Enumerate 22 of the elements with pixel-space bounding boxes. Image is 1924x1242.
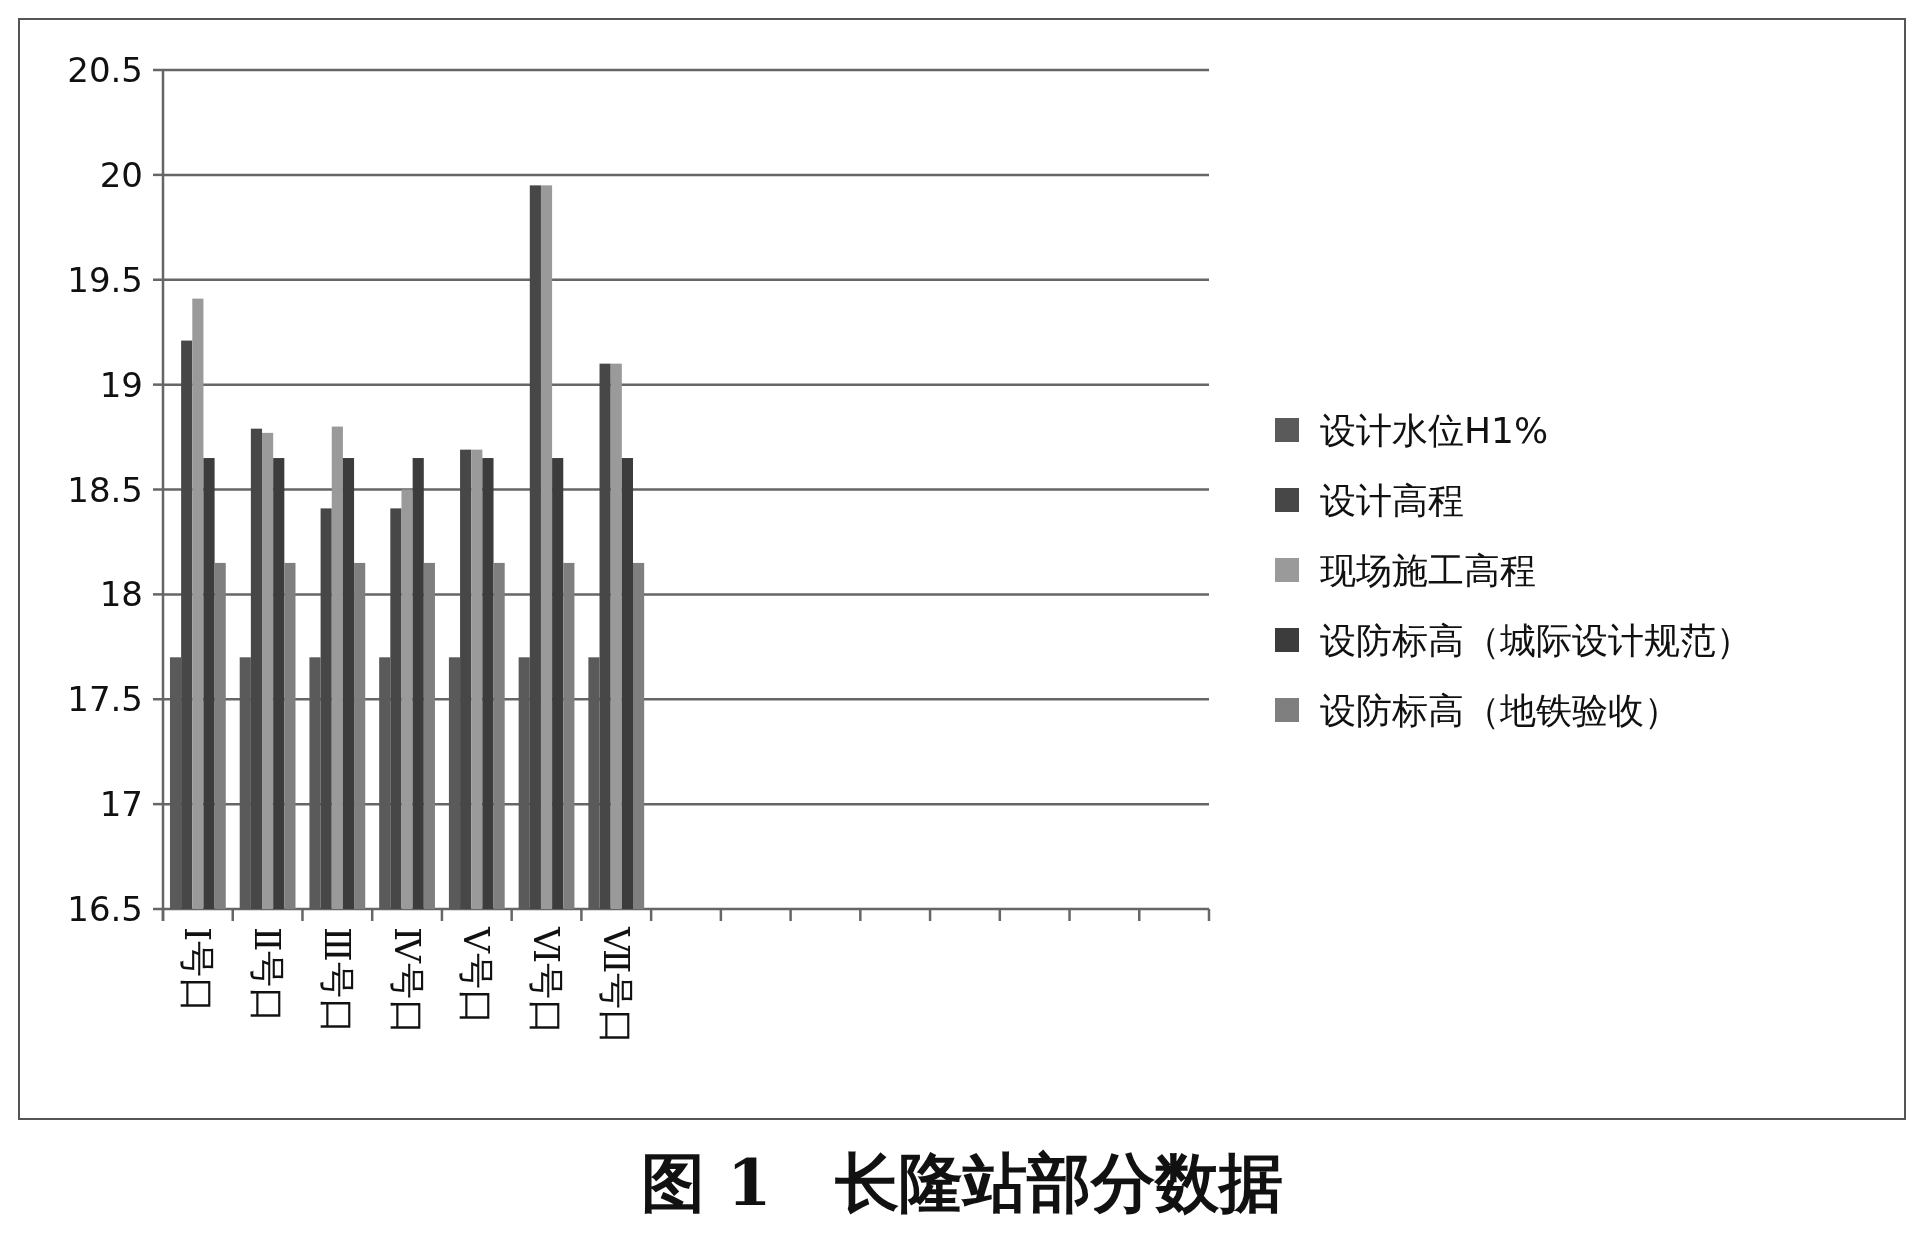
legend-label: 设计高程 — [1320, 479, 1464, 521]
x-tick-label: Ⅴ号口 — [456, 926, 498, 1025]
y-tick-label: 20.5 — [67, 50, 143, 90]
y-tick-label: 18 — [99, 574, 143, 615]
y-tick-label: 19 — [99, 364, 143, 405]
legend-label: 设计水位H1% — [1320, 409, 1549, 451]
legend-label: 设防标高（城际设计规范） — [1320, 619, 1752, 661]
y-tick-label: 17.5 — [67, 679, 143, 720]
y-tick-label: 17 — [99, 784, 143, 825]
x-tick-label: Ⅱ号口 — [247, 927, 289, 1024]
x-tick-label: Ⅲ号口 — [316, 927, 358, 1034]
x-tick-label: Ⅳ号口 — [386, 927, 428, 1035]
legend-label: 设防标高（地铁验收） — [1320, 689, 1680, 731]
y-tick-label: 16.5 — [67, 889, 143, 929]
x-tick-label: Ⅶ号口 — [595, 926, 637, 1046]
y-tick-label: 18.5 — [67, 469, 143, 510]
y-tick-label: 20 — [99, 154, 143, 195]
legend-label: 现场施工高程 — [1320, 549, 1536, 591]
text: 图 1 长隆站部分数据 — [640, 1144, 1284, 1220]
x-tick-label: Ⅵ号口 — [526, 926, 568, 1036]
y-tick-label: 19.5 — [67, 259, 143, 300]
x-tick-label: Ⅰ号口 — [177, 927, 219, 1014]
